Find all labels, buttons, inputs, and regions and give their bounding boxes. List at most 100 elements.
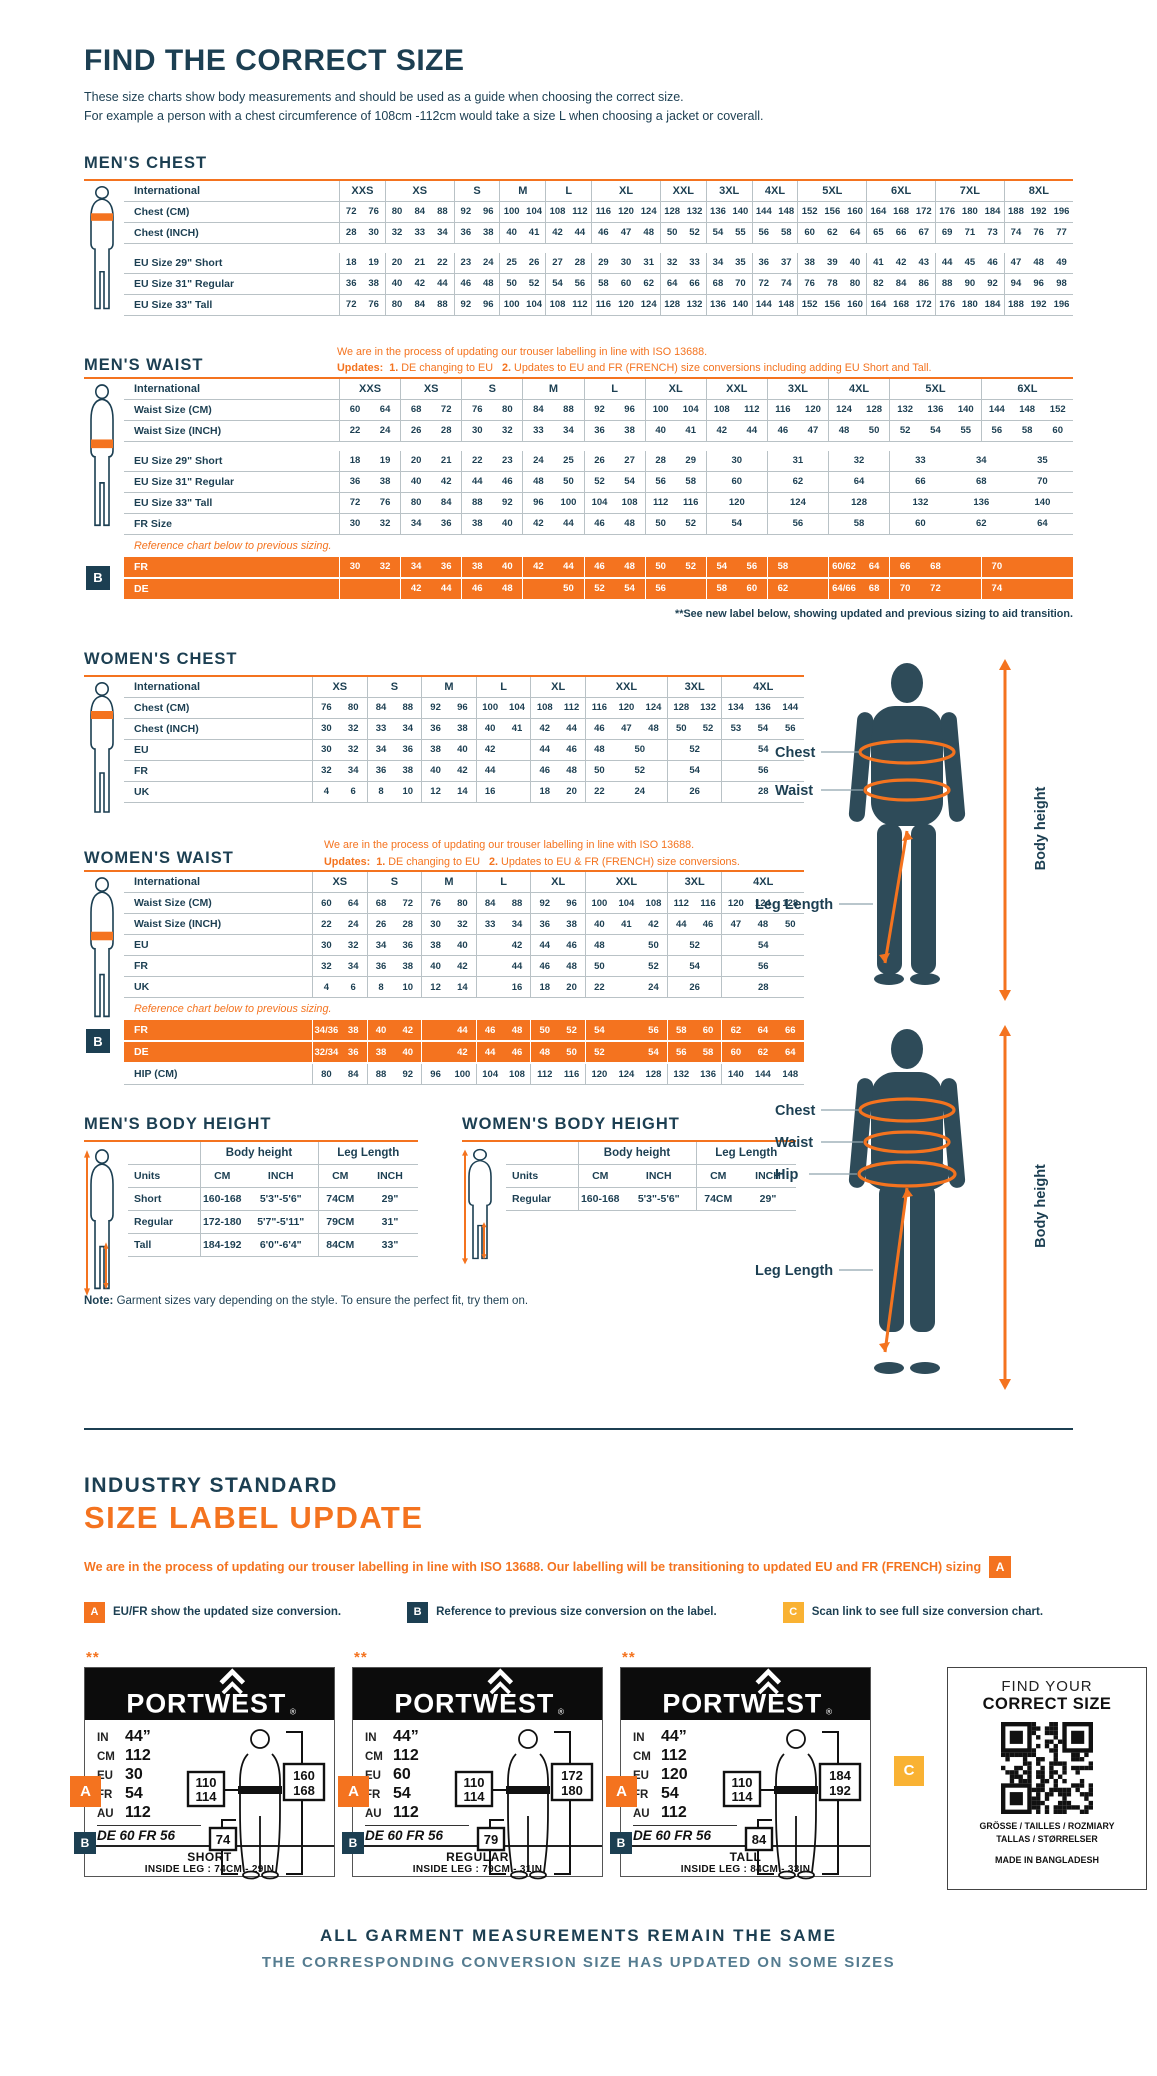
row-label: DE <box>124 577 340 601</box>
legend-text: Scan link to see full size conversion ch… <box>811 1606 1044 1619</box>
size-cell: 53 <box>721 718 750 740</box>
size-cell: 58 <box>775 222 798 244</box>
size-cell: 76 <box>362 294 386 316</box>
footer-line-1: ALL GARMENT MEASUREMENTS REMAIN THE SAME <box>320 1925 837 1945</box>
size-column-header: XL <box>591 180 661 202</box>
reference-note: Reference chart below to previous sizing… <box>134 1003 332 1016</box>
mens_waist-previous-sizing-table: FR 30 32 34 36 38 40 42 44 46 48 50 52 54 56 58 60/62 64 6… <box>124 556 1073 601</box>
table-row: FR 32 34 36 38 40 42 44 46 48 50 52 54 56 <box>124 760 804 782</box>
table-row: EU 30 32 34 36 38 40 42 44 46 48 50 52 54 <box>124 934 804 957</box>
size-column-header: XXL <box>659 180 707 202</box>
mens-chest-heading: MEN'S CHEST <box>84 153 208 172</box>
size-cell: 48 <box>558 760 586 782</box>
chest-person-icon <box>90 185 114 309</box>
size-cell: 52 <box>666 739 722 761</box>
size-cell: 32 <box>339 934 368 957</box>
size-cell: 60 <box>705 471 768 493</box>
svg-text:168: 168 <box>293 1783 315 1798</box>
label-size-row: AU 112 <box>365 1803 419 1821</box>
size-cell: 84 <box>431 492 462 514</box>
womens-waist-section: WOMEN'S WAIST We are in the process of u… <box>84 837 804 1086</box>
svg-text:PORTWEST: PORTWEST <box>126 1689 286 1719</box>
size-cell: 116 <box>591 201 615 223</box>
fit-name: TALL <box>729 1849 762 1864</box>
size-column-header: S <box>366 676 422 698</box>
size-column-header: L <box>545 180 592 202</box>
legend-item-a: A EU/FR show the updated size conversion… <box>84 1601 341 1623</box>
size-cell: 50 <box>558 1041 586 1065</box>
size-cell: 112 <box>568 201 592 223</box>
row-label: EU <box>124 739 313 761</box>
size-cell: 34 <box>705 252 730 274</box>
size-cell: 84 <box>889 273 913 295</box>
size-cell: 52 <box>694 718 722 740</box>
size-cell: 28 <box>394 913 422 936</box>
size-cell: 38 <box>477 222 500 244</box>
size-cell: 42 <box>503 934 531 957</box>
size-cell: 96 <box>614 399 646 421</box>
size-cell: 30 <box>421 913 449 936</box>
label-size-row: FR 54 <box>633 1784 679 1802</box>
size-cell: 92 <box>421 697 449 719</box>
size-cell: 58 <box>675 471 707 493</box>
body-height-label: Body height <box>1033 786 1049 870</box>
svg-text:184: 184 <box>829 1768 851 1783</box>
size-cell: 30 <box>461 420 493 442</box>
size-cell: 32 <box>492 420 523 442</box>
size-cell: 50 <box>644 513 676 535</box>
row-label: EU Size 29" Short <box>124 252 340 274</box>
row-label: Waist Size (INCH) <box>124 420 340 442</box>
row-label: Chest (INCH) <box>124 718 313 740</box>
svg-text:160: 160 <box>293 1768 315 1783</box>
size-cell: 60 <box>1042 420 1073 442</box>
size-cell: 74 <box>1003 222 1028 244</box>
size-cell: 124 <box>766 492 829 514</box>
size-cell: 26 <box>666 781 722 803</box>
size-cell: 86 <box>912 273 936 295</box>
size-cell: 34 <box>339 955 368 978</box>
size-cell: 46 <box>981 252 1005 274</box>
size-cell: 54 <box>705 222 730 244</box>
size-cell: 38 <box>339 1020 368 1043</box>
size-cell: 176 <box>934 201 959 223</box>
size-cell: 30 <box>339 556 371 579</box>
size-cell <box>675 577 707 601</box>
size-cell: 35 <box>1011 450 1073 472</box>
size-cell: 38 <box>461 513 493 535</box>
size-cell: 64 <box>749 1020 777 1043</box>
size-cell: 14 <box>448 781 477 803</box>
size-cell <box>503 760 531 782</box>
hip-label: Hip <box>775 1167 799 1183</box>
female-figure: Body height Chest Waist Hip Leg Length <box>755 1024 1049 1390</box>
size-cell: 100 <box>448 1063 477 1086</box>
size-cell: 46 <box>530 955 559 978</box>
size-cell: 42 <box>448 1041 477 1065</box>
size-cell: 156 <box>820 201 844 223</box>
size-cell: 50 <box>859 420 890 442</box>
size-cell: 168 <box>889 294 913 316</box>
womens-waist-update-note: We are in the process of updating our tr… <box>324 838 740 868</box>
lower-charts-area: WOMEN'S CHEST International XS S M L XL XXL 3XL… <box>84 650 1073 1402</box>
size-cell: 56 <box>736 556 768 579</box>
size-cell: 38 <box>394 760 422 782</box>
svg-text:110: 110 <box>196 1775 217 1790</box>
footer-line-2: THE CORRESPONDING CONVERSION SIZE HAS UP… <box>261 1953 896 1971</box>
size-cell: 25 <box>499 252 523 274</box>
size-cell: 74 <box>980 577 1012 601</box>
size-cell: 32 <box>659 252 684 274</box>
size-cell: 50 <box>553 471 584 493</box>
svg-text:192: 192 <box>829 1783 851 1798</box>
size-cell: 60 <box>311 892 340 915</box>
label-size-row: FR 54 <box>365 1784 411 1802</box>
size-cell: 90 <box>958 273 982 295</box>
size-cell: 44 <box>568 222 592 244</box>
size-cell: 100 <box>644 399 676 421</box>
row-label: Chest (CM) <box>124 697 313 719</box>
size-cell: 22 <box>431 252 455 274</box>
size-cell: 48 <box>522 471 554 493</box>
svg-text:74: 74 <box>216 1832 231 1847</box>
table-row: EU 30 32 34 36 38 40 42 44 46 48 50 52 54 <box>124 739 804 761</box>
double-asterisk: ** <box>86 1648 100 1666</box>
size-cell: 54 <box>721 934 804 957</box>
